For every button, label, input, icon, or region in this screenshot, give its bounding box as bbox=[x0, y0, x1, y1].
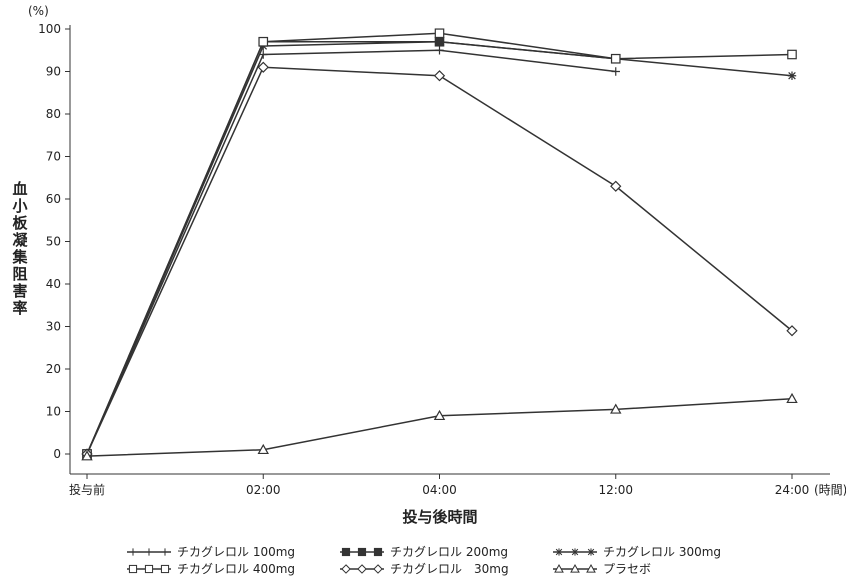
y-axis: 0 10 20 30 40 50 60 70 80 90 100 bbox=[38, 22, 71, 474]
y-tick-label: 80 bbox=[46, 107, 61, 121]
legend-marker bbox=[571, 548, 579, 556]
y-tick-label: 60 bbox=[46, 192, 61, 206]
x-unit-label: (時間) bbox=[814, 483, 846, 497]
legend-label: チカグレロル 30mg bbox=[390, 562, 509, 576]
legend-label: チカグレロル 200mg bbox=[390, 545, 508, 559]
series-4 bbox=[82, 28, 797, 459]
data-point bbox=[259, 50, 268, 59]
data-point bbox=[435, 37, 444, 46]
legend-marker bbox=[586, 563, 596, 573]
legend-item: チカグレロル 100mg bbox=[127, 545, 295, 559]
y-unit-label: (%) bbox=[28, 4, 49, 18]
series-line bbox=[86, 49, 616, 455]
legend-marker bbox=[341, 564, 351, 574]
legend-marker bbox=[129, 548, 137, 556]
legend-item: チカグレロル 400mg bbox=[127, 562, 295, 576]
y-tick-label: 20 bbox=[46, 362, 61, 376]
y-tick-label: 90 bbox=[46, 65, 61, 79]
series-line bbox=[86, 398, 793, 457]
legend-marker bbox=[555, 548, 563, 556]
y-axis-title: 血小板凝集阻害率 bbox=[11, 180, 28, 317]
x-axis: 投与前 02:00 04:00 12:00 24:00 (時間) bbox=[69, 473, 846, 497]
legend-marker bbox=[587, 548, 595, 556]
y-tick-label: 50 bbox=[46, 235, 61, 249]
legend-marker bbox=[145, 548, 153, 556]
x-tick-label: 投与前 bbox=[69, 482, 105, 497]
series-6 bbox=[81, 392, 798, 461]
data-point bbox=[786, 392, 798, 404]
legend-item: プラセボ bbox=[553, 562, 651, 576]
y-tick-label: 10 bbox=[46, 405, 61, 419]
series-1 bbox=[82, 46, 620, 459]
legend-marker bbox=[161, 548, 169, 556]
legend-marker bbox=[341, 547, 351, 557]
legend-item: チカグレロル 300mg bbox=[553, 545, 721, 559]
y-tick-label: 0 bbox=[53, 447, 61, 461]
series-line bbox=[86, 40, 793, 455]
data-point bbox=[434, 28, 445, 39]
legend: チカグレロル 100mg チカグレロル 200mg チカグレロル 300mg チカグレ… bbox=[127, 545, 721, 576]
data-point bbox=[786, 325, 798, 337]
x-tick-label: 02:00 bbox=[246, 483, 281, 497]
legend-marker bbox=[160, 564, 170, 574]
x-tick-label: 24:00 bbox=[775, 483, 810, 497]
legend-marker bbox=[373, 547, 383, 557]
legend-marker bbox=[373, 564, 383, 574]
legend-label: プラセボ bbox=[603, 562, 651, 576]
y-tick-label: 30 bbox=[46, 320, 61, 334]
legend-marker bbox=[128, 564, 138, 574]
data-point bbox=[610, 180, 622, 192]
y-tick-label: 100 bbox=[38, 22, 61, 36]
x-tick-label: 12:00 bbox=[598, 483, 633, 497]
x-tick-label: 04:00 bbox=[422, 483, 457, 497]
data-point bbox=[787, 71, 797, 80]
legend-marker bbox=[144, 564, 154, 574]
legend-marker bbox=[357, 547, 367, 557]
legend-marker bbox=[554, 563, 564, 573]
data-point bbox=[433, 409, 446, 421]
legend-label: チカグレロル 100mg bbox=[177, 545, 295, 559]
data-point bbox=[257, 61, 269, 73]
legend-marker bbox=[357, 564, 367, 574]
data-point bbox=[257, 443, 269, 455]
legend-label: チカグレロル 300mg bbox=[603, 545, 721, 559]
series-line bbox=[86, 66, 793, 455]
data-point bbox=[611, 67, 620, 76]
series-layer bbox=[81, 28, 798, 461]
series-line bbox=[86, 41, 616, 455]
legend-marker bbox=[570, 563, 580, 573]
series-3 bbox=[82, 37, 797, 459]
data-point bbox=[435, 46, 444, 55]
legend-label: チカグレロル 400mg bbox=[177, 562, 295, 576]
x-axis-title: 投与後時間 bbox=[402, 508, 477, 526]
data-point bbox=[81, 450, 93, 461]
data-point bbox=[258, 36, 269, 47]
legend-item: チカグレロル 30mg bbox=[340, 562, 509, 576]
data-point bbox=[610, 403, 622, 414]
y-tick-label: 70 bbox=[46, 150, 61, 164]
data-point bbox=[787, 49, 797, 60]
series-5 bbox=[81, 61, 798, 460]
y-tick-label: 40 bbox=[46, 277, 61, 291]
data-point bbox=[433, 70, 446, 82]
series-2 bbox=[82, 36, 621, 459]
legend-item: チカグレロル 200mg bbox=[340, 545, 508, 559]
data-point bbox=[610, 53, 621, 64]
